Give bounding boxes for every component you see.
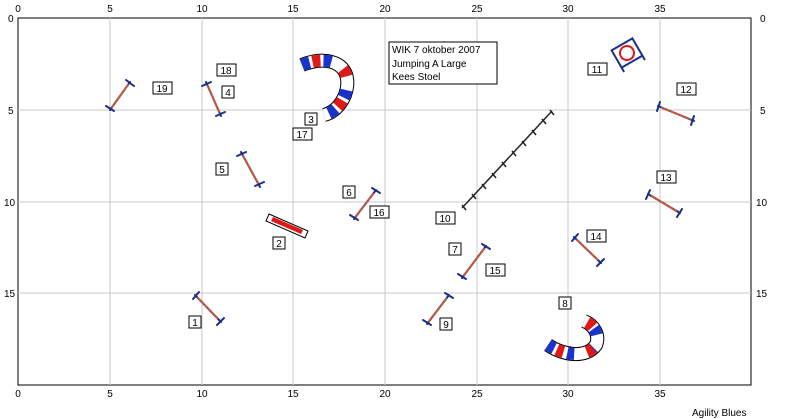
x-tick: 25 — [471, 389, 483, 400]
x-tick: 30 — [562, 389, 574, 400]
number-label: 5 — [215, 162, 229, 176]
number-label-text: 12 — [680, 85, 692, 96]
number-label: 2 — [272, 236, 286, 250]
x-tick: 35 — [654, 389, 666, 400]
number-label-text: 8 — [562, 299, 568, 310]
number-label-text: 4 — [225, 88, 231, 99]
jump-9 — [422, 292, 454, 326]
y-axis-left: 0 5 10 15 — [4, 14, 16, 300]
jump-13 — [645, 189, 683, 218]
x-tick: 20 — [379, 4, 391, 15]
jump-6-16 — [349, 187, 381, 221]
weave-10 — [461, 109, 555, 211]
number-label-text: 7 — [452, 245, 458, 256]
x-tick: 10 — [196, 389, 208, 400]
number-label-text: 13 — [660, 173, 672, 184]
number-label-text: 15 — [489, 266, 501, 277]
grid — [18, 18, 751, 385]
course-info-box: WIK 7 oktober 2007 Jumping A Large Kees … — [388, 41, 498, 85]
number-label: 15 — [485, 263, 506, 277]
jump-4 — [201, 81, 226, 117]
y-tick: 15 — [4, 289, 16, 300]
y-tick: 15 — [756, 289, 768, 300]
number-label: 18 — [216, 63, 237, 77]
jump-14 — [571, 233, 605, 267]
x-tick: 0 — [15, 4, 21, 15]
number-label-text: 2 — [276, 239, 282, 250]
number-label: 16 — [369, 205, 390, 219]
number-label-text: 1 — [192, 318, 198, 329]
course-info-line: Kees Stoel — [392, 72, 440, 83]
x-axis-top: 0 5 10 15 20 25 30 35 — [15, 4, 666, 15]
y-tick: 5 — [760, 106, 766, 117]
jump-7 — [457, 243, 491, 280]
y-tick: 10 — [4, 198, 16, 209]
jump-1 — [192, 291, 225, 326]
number-label-text: 10 — [439, 214, 451, 225]
course-info-line: Jumping A Large — [392, 59, 467, 70]
tyre-11 — [610, 36, 646, 73]
number-label-text: 19 — [156, 84, 168, 95]
x-tick: 15 — [287, 4, 299, 15]
x-tick: 5 — [107, 4, 113, 15]
number-label: 1 — [188, 315, 202, 329]
y-tick: 5 — [8, 106, 14, 117]
number-label: 13 — [656, 170, 677, 184]
number-label: 17 — [292, 127, 313, 141]
number-label-text: 14 — [590, 232, 602, 243]
number-label: 6 — [342, 185, 356, 199]
y-tick: 0 — [8, 14, 14, 25]
number-label: 7 — [448, 242, 462, 256]
x-tick: 30 — [562, 4, 574, 15]
number-label: 4 — [221, 85, 235, 99]
number-label: 12 — [676, 82, 697, 96]
number-label-text: 16 — [373, 208, 385, 219]
x-tick: 10 — [196, 4, 208, 15]
number-label: 9 — [439, 317, 453, 331]
number-label-text: 17 — [296, 130, 308, 141]
x-axis-bottom: 0 5 10 15 20 25 30 35 — [15, 389, 666, 400]
number-label-text: 6 — [346, 188, 352, 199]
jump-19 — [105, 79, 135, 112]
x-tick: 35 — [654, 4, 666, 15]
tunnel-8 — [544, 314, 605, 361]
number-label: 8 — [558, 296, 572, 310]
number-label-text: 18 — [220, 66, 232, 77]
x-tick: 0 — [15, 389, 21, 400]
number-label-text: 5 — [219, 165, 225, 176]
jump-12 — [656, 101, 695, 126]
x-tick: 15 — [287, 389, 299, 400]
x-tick: 5 — [107, 389, 113, 400]
number-label-text: 9 — [443, 320, 449, 331]
credit-text: Agility Blues — [692, 408, 746, 419]
y-tick: 0 — [760, 14, 766, 25]
number-label: 11 — [587, 62, 608, 76]
x-tick: 20 — [379, 389, 391, 400]
jump-5 — [236, 151, 265, 188]
course-info-line: WIK 7 oktober 2007 — [392, 45, 481, 56]
number-label-text: 11 — [592, 65, 603, 76]
x-tick: 25 — [471, 4, 483, 15]
number-label: 19 — [152, 81, 173, 95]
number-label-text: 3 — [308, 115, 314, 126]
number-label: 14 — [586, 229, 607, 243]
tunnel-3-17 — [299, 53, 355, 122]
number-label: 10 — [435, 211, 456, 225]
wall-2 — [265, 213, 309, 239]
y-axis-right: 0 5 10 15 — [756, 14, 768, 300]
number-label: 3 — [304, 112, 318, 126]
y-tick: 10 — [756, 198, 768, 209]
